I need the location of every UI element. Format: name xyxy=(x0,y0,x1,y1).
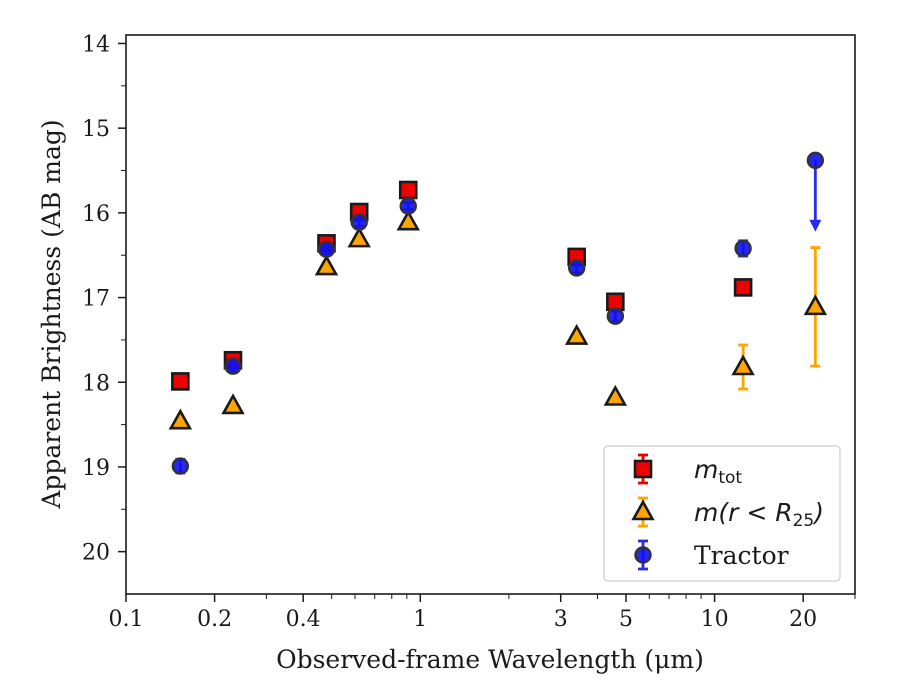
y-tick-label: 16 xyxy=(82,202,110,227)
x-tick-label: 0.4 xyxy=(286,607,321,632)
legend-marker xyxy=(631,499,655,521)
legend-entry-1 xyxy=(631,496,655,528)
data-point xyxy=(606,307,625,325)
plot-frame xyxy=(125,34,856,595)
x-tick-label: 0.2 xyxy=(197,607,232,632)
data-point xyxy=(606,292,625,312)
y-axis-label: Apparent Brightness (AB mag) xyxy=(37,119,66,509)
series-layer xyxy=(168,151,828,475)
data-point xyxy=(396,209,420,231)
legend-symbol: m xyxy=(694,455,718,484)
data-point xyxy=(803,294,828,316)
legend-label-tractor: Tractor xyxy=(694,541,789,570)
data-point xyxy=(733,278,753,297)
data-point xyxy=(568,259,586,277)
data-point xyxy=(603,384,628,406)
ticks-layer: 0.1 0.2 0.4 1 3 5 10 20 14 15 16 17 18 19 20 xyxy=(82,32,856,632)
legend-marker xyxy=(634,546,652,564)
data-point xyxy=(224,357,242,375)
y-tick-label: 15 xyxy=(82,117,110,142)
legend-label-mtot: mtot xyxy=(694,455,742,488)
legend-entry-2 xyxy=(634,539,652,571)
data-point xyxy=(317,240,336,258)
legend-symbol: m(r < R xyxy=(694,498,793,527)
legend-subscript: tot xyxy=(718,468,742,488)
data-point xyxy=(314,254,339,276)
legend-marker xyxy=(633,459,653,479)
y-tick-label: 20 xyxy=(82,541,110,566)
series-1 xyxy=(168,209,828,430)
data-point xyxy=(734,239,752,258)
data-point xyxy=(564,323,589,345)
legend-entry-0 xyxy=(633,453,653,485)
legend-subscript: 25 xyxy=(793,511,815,531)
x-tick-label: 3 xyxy=(554,607,568,632)
data-point xyxy=(171,372,190,391)
data-point xyxy=(806,151,825,170)
data-point xyxy=(347,226,371,248)
series-0 xyxy=(171,180,753,391)
data-point xyxy=(398,180,418,200)
data-point xyxy=(221,393,245,415)
data-point xyxy=(399,197,417,215)
x-tick-label: 1 xyxy=(413,607,427,632)
y-tick-label: 14 xyxy=(82,32,110,57)
series-2 xyxy=(171,151,825,475)
x-tick-label: 0.1 xyxy=(109,607,144,632)
legend-label-mr: m(r < R25) xyxy=(694,498,824,531)
x-tick-label: 10 xyxy=(701,607,729,632)
upper-limit-arrowhead xyxy=(809,219,822,232)
x-axis-label: Observed-frame Wavelength (μm) xyxy=(276,645,704,674)
x-tick-label: 20 xyxy=(789,607,817,632)
legend-box xyxy=(603,445,841,582)
data-point xyxy=(171,457,190,475)
legend-suffix: ) xyxy=(812,498,824,527)
y-tick-label: 17 xyxy=(82,287,110,312)
data-point xyxy=(731,354,755,376)
y-tick-label: 19 xyxy=(82,456,110,481)
x-tick-label: 5 xyxy=(619,607,633,632)
data-point xyxy=(350,213,368,231)
y-tick-label: 18 xyxy=(82,371,110,396)
legend: mtot m(r < R25) Tractor xyxy=(603,445,841,582)
data-point xyxy=(168,408,193,430)
